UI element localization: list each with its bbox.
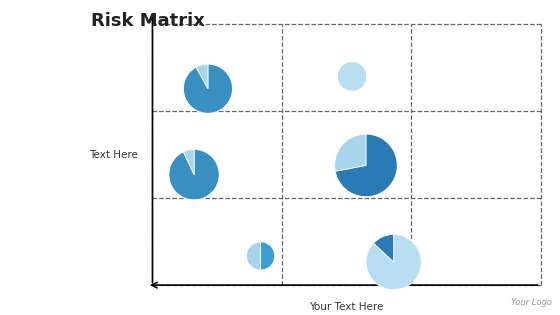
- Text: Risk Matrix: Risk Matrix: [91, 12, 206, 30]
- Text: 4,035: 4,035: [381, 261, 407, 270]
- Text: 5,035: 5,035: [353, 165, 379, 174]
- Text: Your Logo: Your Logo: [511, 298, 552, 306]
- Text: 944: 944: [252, 255, 269, 264]
- Text: 1,029: 1,029: [339, 76, 365, 85]
- Text: Your Text Here: Your Text Here: [309, 301, 384, 312]
- Text: Text Here: Text Here: [89, 150, 138, 160]
- Text: 2,285: 2,285: [195, 88, 221, 97]
- Text: 3,098: 3,098: [181, 174, 207, 183]
